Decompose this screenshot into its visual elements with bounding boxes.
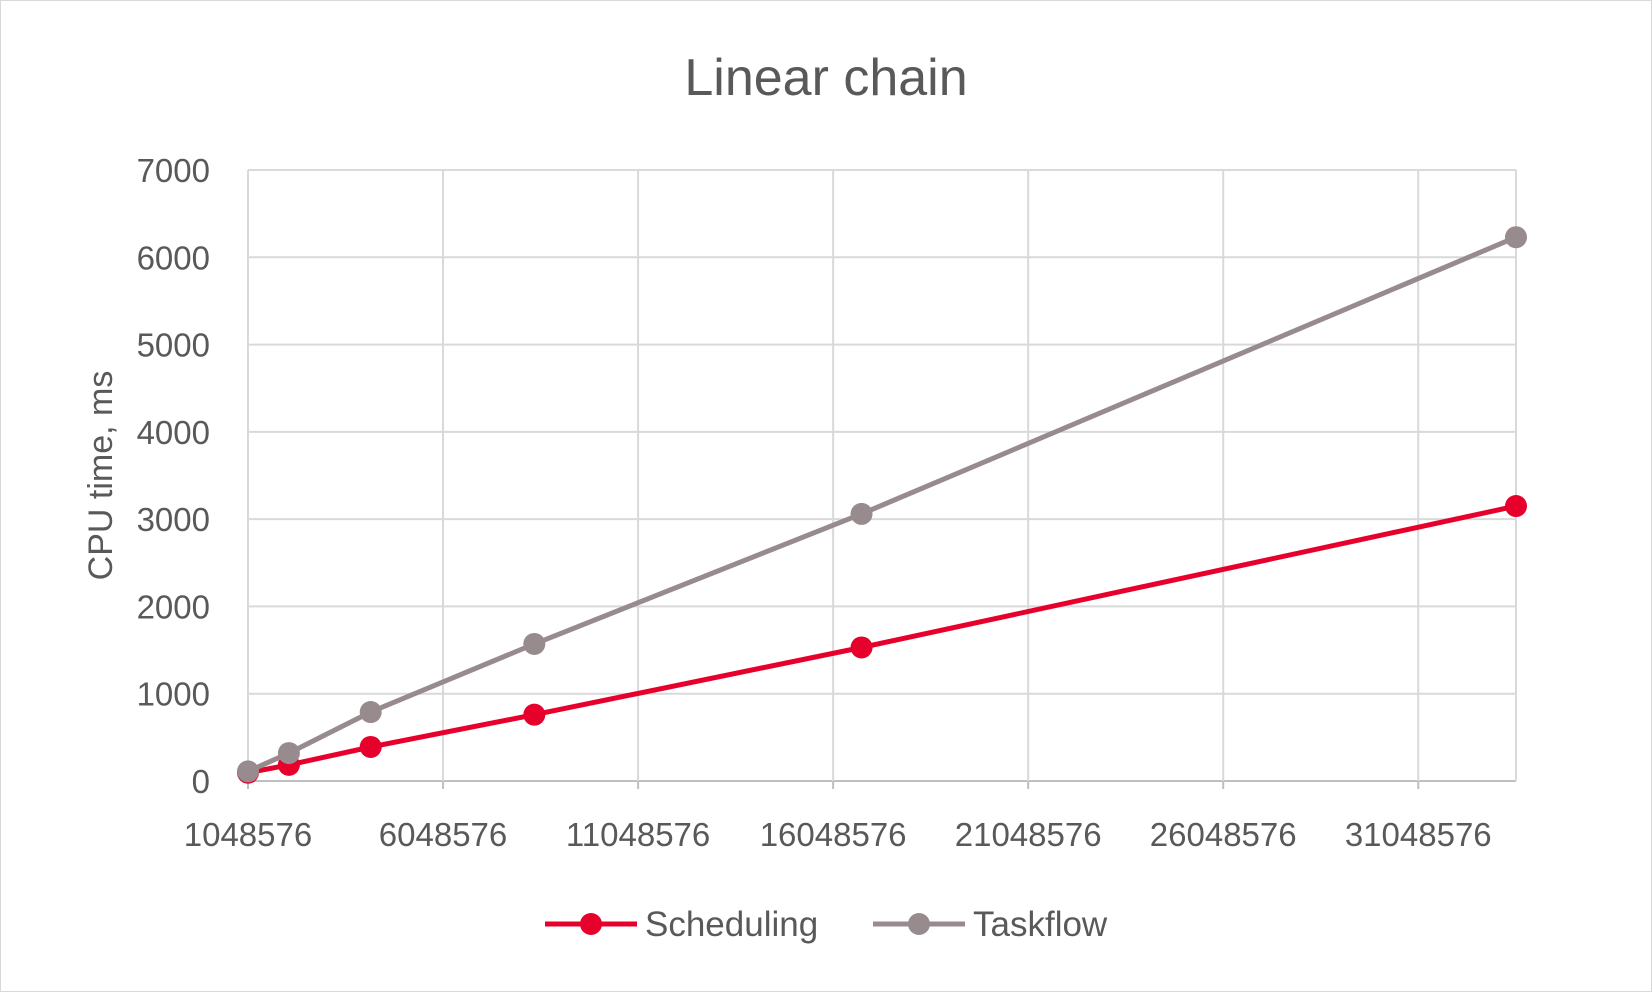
data-point <box>359 735 382 758</box>
legend-marker <box>580 913 602 935</box>
x-tick-label: 31048576 <box>1345 816 1492 853</box>
legend-item-taskflow: Taskflow <box>873 905 1108 944</box>
y-tick-label: 1000 <box>137 676 210 713</box>
series-scheduling <box>237 495 1527 784</box>
y-tick-label: 4000 <box>137 414 210 451</box>
data-point <box>237 760 259 783</box>
y-axis-ticks: 0 1000 2000 3000 4000 5000 6000 7000 <box>137 152 210 800</box>
x-tick-label: 26048576 <box>1150 816 1297 853</box>
y-tick-label: 0 <box>192 763 210 800</box>
legend-label: Scheduling <box>645 905 818 944</box>
x-axis-ticks: 1048576 6048576 11048576 16048576 21048576 26… <box>184 816 1492 853</box>
series-taskflow <box>237 226 1527 783</box>
y-tick-label: 5000 <box>137 327 210 364</box>
chart-title: Linear chain <box>684 49 967 107</box>
legend-label: Taskflow <box>973 905 1108 944</box>
data-point <box>850 636 873 659</box>
data-point <box>523 632 546 655</box>
series-line <box>245 234 1519 774</box>
legend: Scheduling Taskflow <box>545 905 1108 944</box>
y-tick-label: 7000 <box>137 152 210 189</box>
x-tick-label: 11048576 <box>566 816 710 853</box>
x-tick-label: 1048576 <box>184 816 312 853</box>
legend-marker <box>908 913 930 935</box>
x-tick-label: 6048576 <box>379 816 507 853</box>
data-point <box>850 502 873 525</box>
series-line <box>245 503 1519 776</box>
y-tick-label: 2000 <box>137 588 210 625</box>
data-point <box>1505 226 1527 249</box>
series-layer <box>237 226 1527 784</box>
x-tick-label: 16048576 <box>760 816 907 853</box>
y-tick-label: 6000 <box>137 239 210 276</box>
data-point <box>359 701 382 724</box>
data-point <box>1505 495 1527 518</box>
data-point <box>277 742 300 765</box>
y-tick-label: 3000 <box>137 501 210 538</box>
legend-item-scheduling: Scheduling <box>545 905 818 944</box>
data-point <box>523 703 546 726</box>
x-tick-label: 21048576 <box>955 816 1102 853</box>
grid <box>247 169 1517 789</box>
y-axis-title: CPU time, ms <box>82 371 120 581</box>
